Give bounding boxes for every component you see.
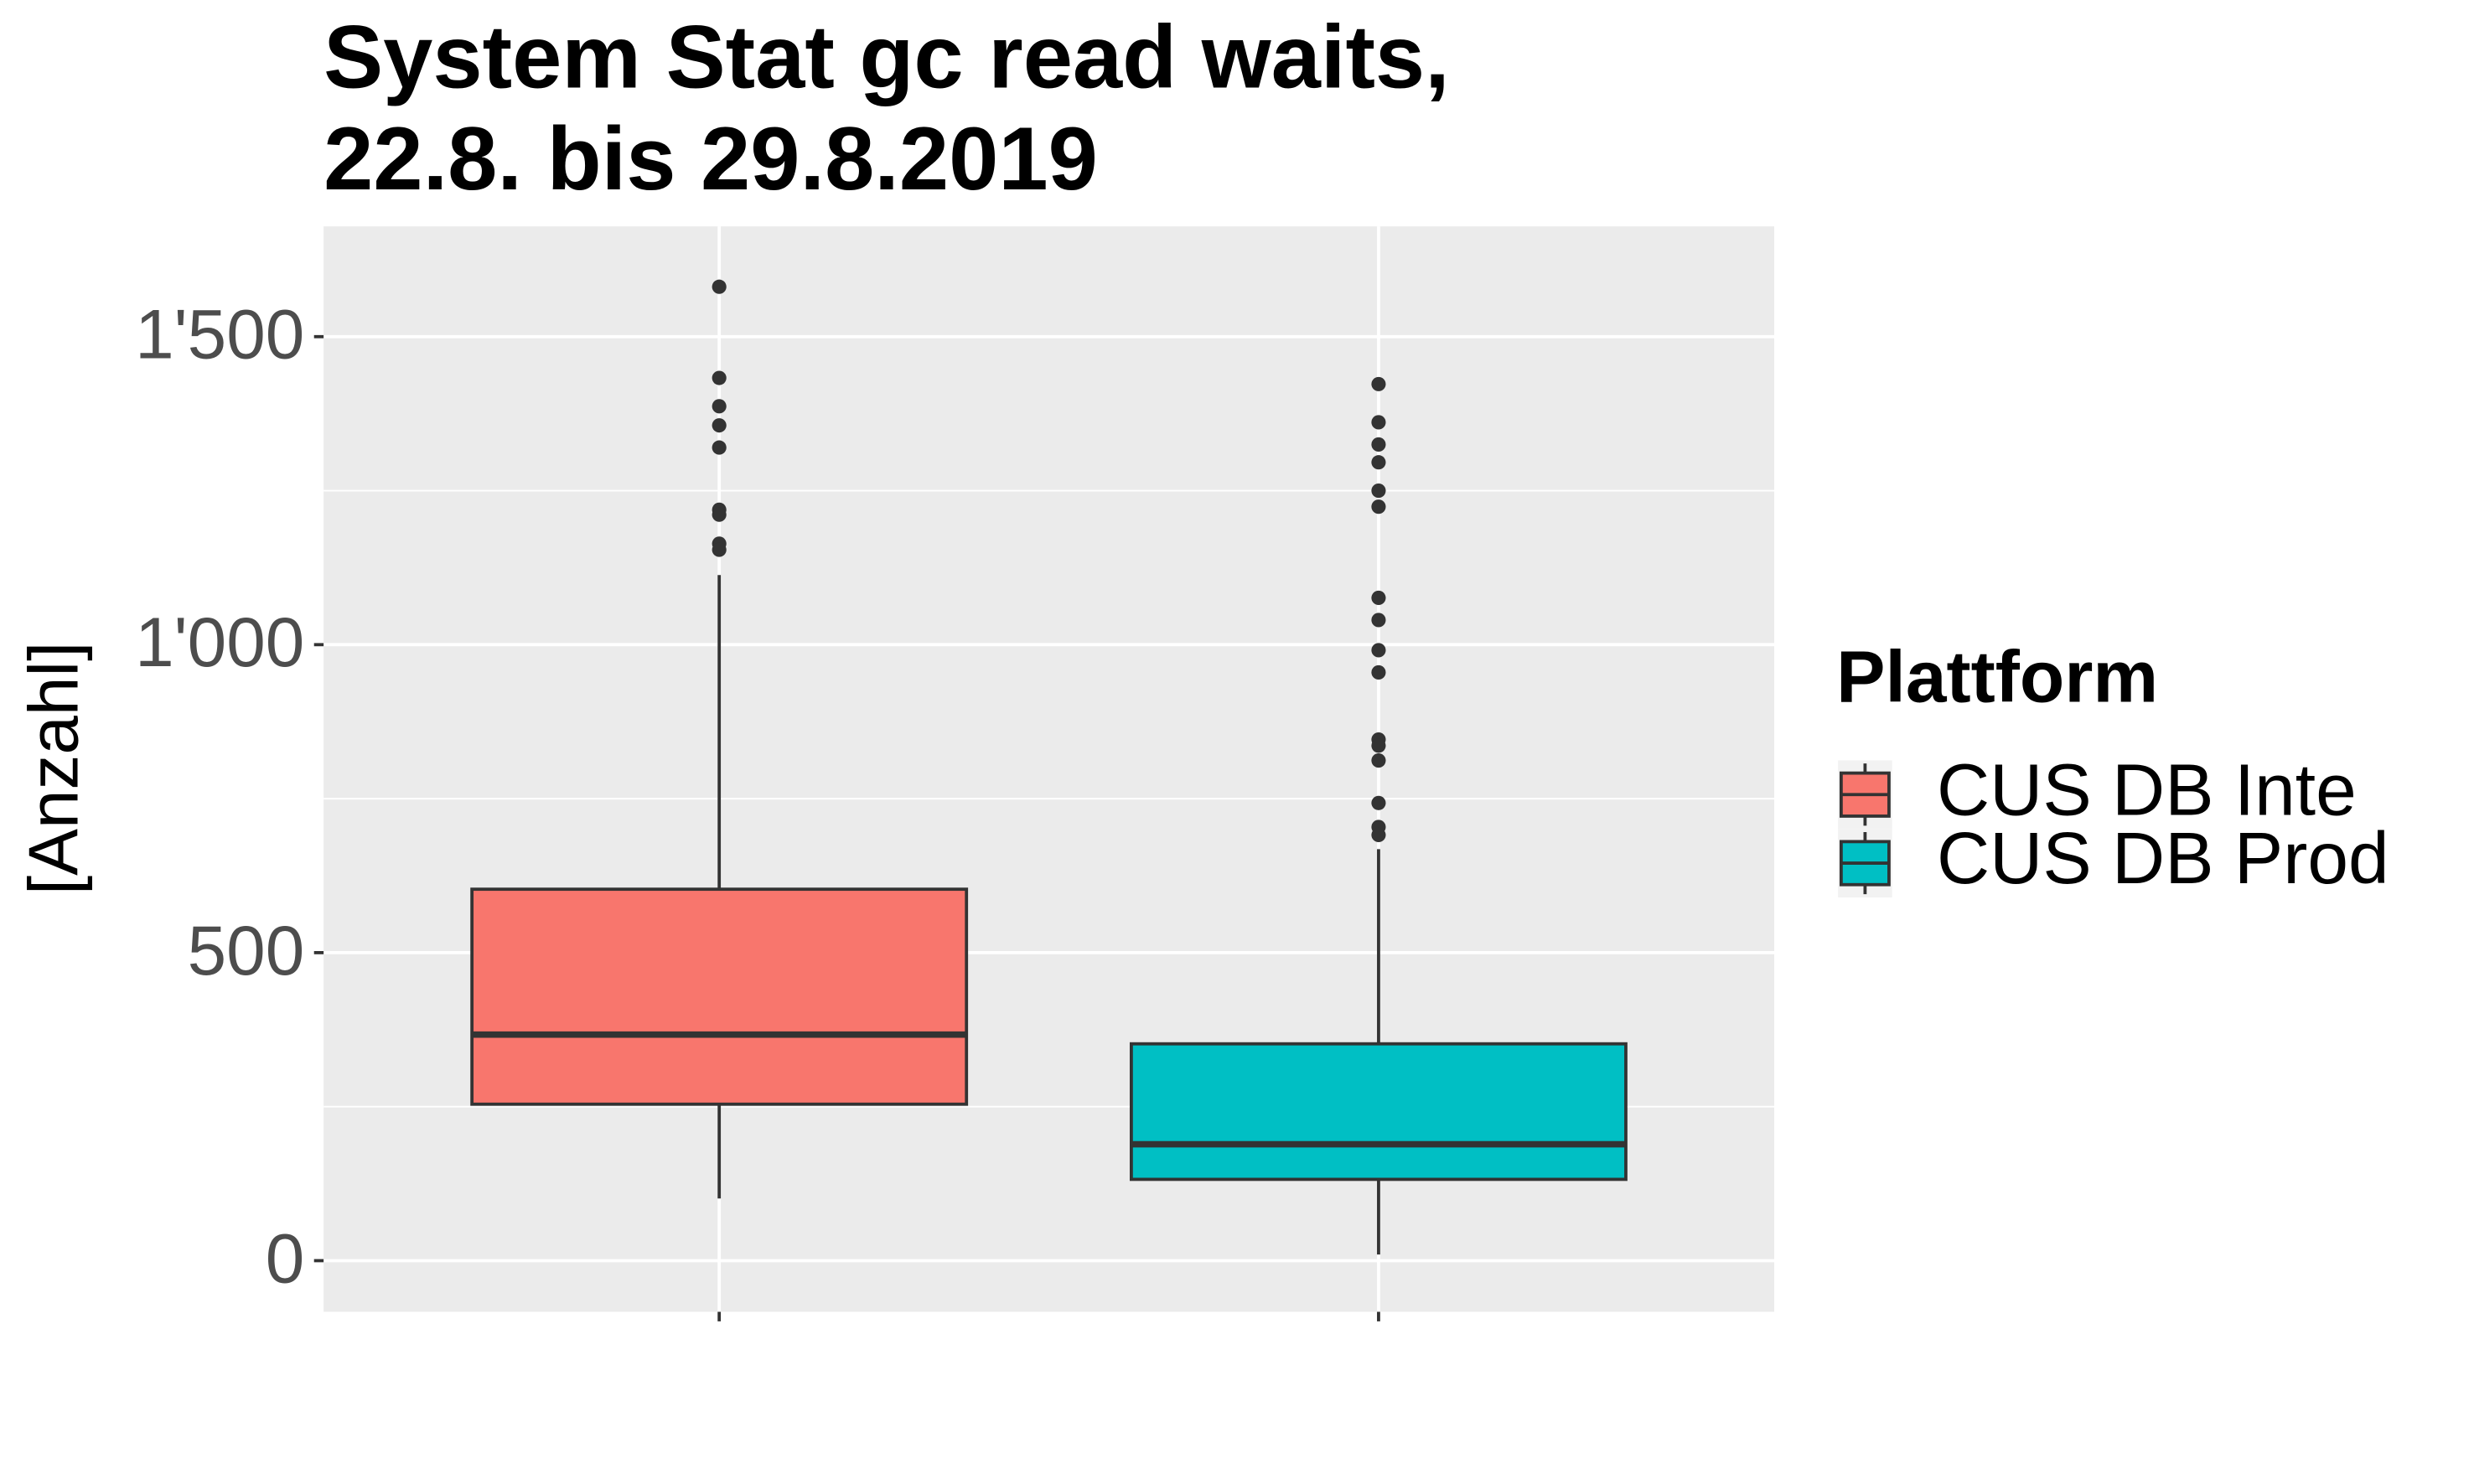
outlier xyxy=(1371,643,1386,658)
outlier xyxy=(1371,795,1386,810)
chart-subtitle: 22.8. bis 29.8.2019 xyxy=(323,109,1098,209)
outlier xyxy=(712,542,727,557)
outlier xyxy=(1371,483,1386,499)
outlier xyxy=(1371,590,1386,606)
outlier xyxy=(1371,437,1386,452)
box xyxy=(1129,1042,1628,1182)
y-tick-label: 0 xyxy=(266,1218,305,1297)
outlier xyxy=(1371,415,1386,430)
outlier xyxy=(712,418,727,433)
outlier xyxy=(712,440,727,455)
legend-label: CUS DB Inte xyxy=(1937,748,2357,830)
outlier xyxy=(1371,499,1386,514)
outlier xyxy=(712,399,727,414)
outlier xyxy=(1371,455,1386,470)
box xyxy=(470,887,969,1106)
outlier xyxy=(1371,738,1386,753)
y-axis-label: [Anzahl] xyxy=(13,642,92,895)
outlier xyxy=(1371,664,1386,680)
legend-title: Plattform xyxy=(1836,635,2158,717)
outlier xyxy=(1371,827,1386,843)
outlier xyxy=(1371,376,1386,391)
y-tick-label: 1'000 xyxy=(135,602,304,681)
y-tick-label: 500 xyxy=(188,911,305,990)
outlier xyxy=(1371,613,1386,628)
outlier xyxy=(712,370,727,385)
outlier xyxy=(1371,752,1386,768)
y-tick-label: 1'500 xyxy=(135,295,304,374)
outlier xyxy=(712,279,727,294)
outlier xyxy=(712,507,727,522)
chart-title: System Stat gc read waits, xyxy=(323,7,1450,106)
legend-label: CUS DB Prod xyxy=(1937,817,2389,899)
